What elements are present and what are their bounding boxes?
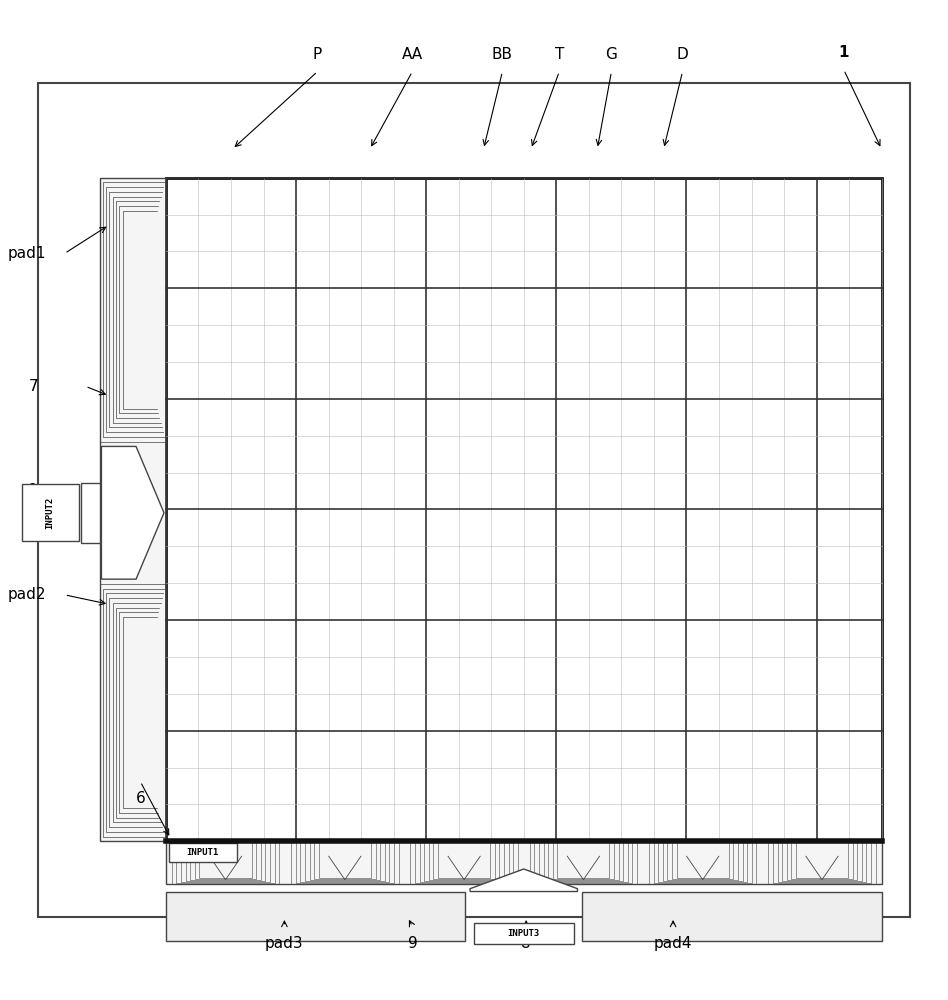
- Text: pad3: pad3: [265, 936, 303, 951]
- Text: D: D: [677, 47, 688, 62]
- Text: INPUT1: INPUT1: [187, 848, 219, 857]
- Text: 9: 9: [28, 483, 38, 498]
- Text: AA: AA: [402, 47, 423, 62]
- Bar: [474, 923, 574, 944]
- Text: G: G: [606, 47, 617, 62]
- Text: 7: 7: [28, 379, 38, 394]
- Bar: [169, 843, 237, 862]
- Text: INPUT3: INPUT3: [507, 929, 540, 938]
- Bar: [100, 178, 166, 841]
- Bar: [38, 83, 910, 917]
- Text: 6: 6: [136, 791, 145, 806]
- Bar: [582, 892, 882, 941]
- Polygon shape: [101, 446, 164, 579]
- Text: pad4: pad4: [654, 936, 692, 951]
- Text: P: P: [313, 47, 322, 62]
- Text: INPUT2: INPUT2: [46, 497, 55, 529]
- Bar: [166, 841, 882, 884]
- Bar: [166, 178, 882, 841]
- Bar: [81, 483, 100, 543]
- Text: pad2: pad2: [8, 587, 46, 602]
- Text: 1: 1: [838, 45, 849, 60]
- Bar: [22, 484, 79, 541]
- Bar: [166, 892, 465, 941]
- Text: 8: 8: [521, 936, 531, 951]
- Text: BB: BB: [492, 47, 513, 62]
- Polygon shape: [470, 869, 577, 892]
- Text: T: T: [555, 47, 564, 62]
- Text: 9: 9: [408, 936, 417, 951]
- Text: pad1: pad1: [8, 246, 46, 261]
